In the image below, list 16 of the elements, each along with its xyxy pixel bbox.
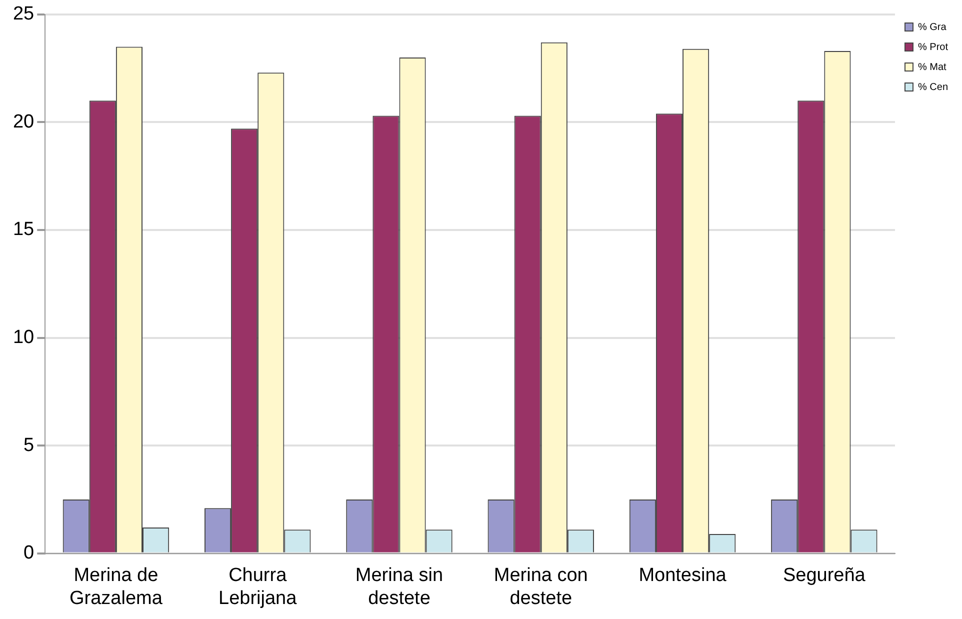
y-tick-label: 10	[12, 327, 34, 348]
x-tick-label: Merina con destete	[494, 565, 588, 609]
y-tick-label: 20	[12, 111, 34, 132]
legend-label: % Cen	[918, 82, 948, 93]
x-tick-label: Merina sin destete	[355, 565, 444, 609]
x-tick-label: Churra Lebrijana	[218, 565, 298, 609]
legend-label: % Gra	[918, 22, 947, 33]
y-tick-label: 25	[12, 4, 34, 25]
y-tick-label: 0	[24, 542, 34, 564]
legend-label: % Mat	[918, 62, 947, 73]
x-tick-label: Merina de Grazalema	[69, 565, 163, 609]
y-tick-label: 5	[24, 434, 34, 456]
y-tick-label: 15	[12, 219, 34, 240]
x-tick-label: Montesina	[638, 565, 727, 586]
x-tick-label: Segureña	[782, 565, 866, 586]
legend-label: % Prot	[918, 42, 948, 53]
